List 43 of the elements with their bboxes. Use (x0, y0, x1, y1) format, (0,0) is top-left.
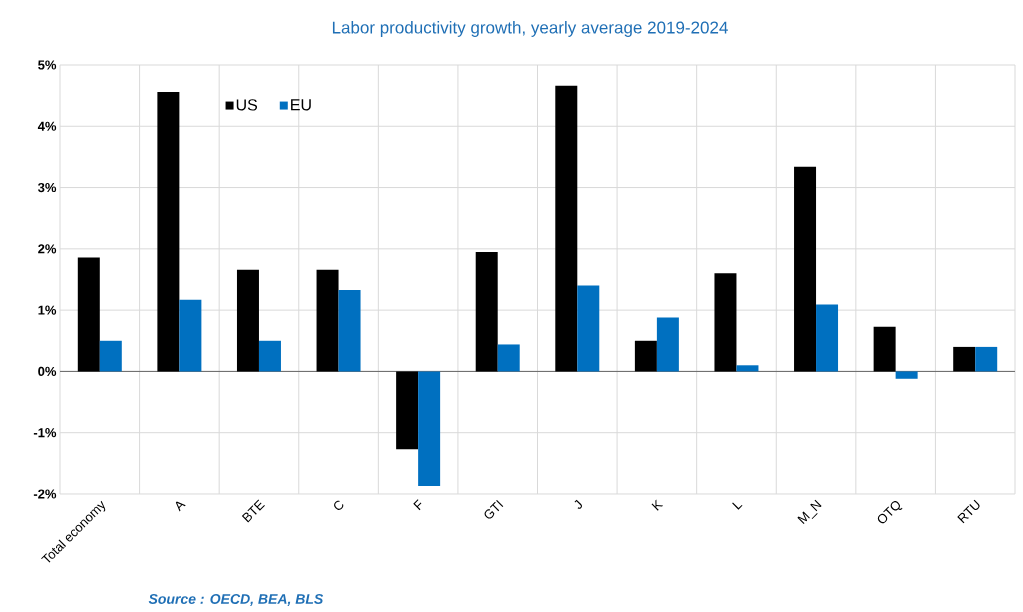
y-tick-label: -2% (33, 489, 57, 499)
bar (475, 251, 498, 372)
bar (77, 257, 100, 372)
bar (338, 289, 361, 372)
y-tick-label: -1% (33, 428, 57, 438)
bar (816, 304, 839, 372)
bar (99, 340, 122, 372)
bar (975, 346, 998, 372)
bar (953, 346, 976, 372)
bar (656, 317, 679, 372)
bar (794, 166, 817, 372)
y-tick-label: 1% (38, 305, 57, 315)
bar (258, 340, 281, 372)
bar (895, 371, 918, 379)
legend-label: US (236, 99, 258, 111)
y-tick-label: 0% (38, 366, 57, 377)
y-tick-label: 4% (37, 121, 57, 131)
x-tick-label: K (651, 499, 664, 511)
bar (736, 365, 759, 372)
x-tick-label: GTI (484, 499, 504, 519)
bar (634, 340, 657, 372)
bar (236, 269, 259, 372)
bar (418, 371, 441, 487)
bar (873, 326, 896, 372)
x-tick-label: C (334, 500, 344, 510)
x-tick-label: F (413, 499, 422, 511)
bar (714, 273, 737, 372)
x-tick-label: A (175, 501, 186, 512)
x-tick-label: J (574, 499, 582, 509)
bar (396, 371, 419, 450)
y-tick-label: 2% (38, 244, 57, 254)
chart-title: Labor productivity growth, yearly average 2019-2024 (332, 21, 728, 37)
bar (497, 344, 520, 372)
bar (157, 91, 180, 372)
bar (577, 285, 600, 372)
bar (555, 85, 578, 372)
x-tick-label: L (732, 502, 743, 510)
bar (316, 269, 339, 372)
y-tick-label: 3% (37, 182, 57, 193)
bar (179, 299, 202, 372)
legend-label: EU (291, 99, 311, 111)
y-tick-label: 5% (38, 60, 57, 70)
source-note: Source : OECD, BEA, BLS (148, 594, 324, 606)
